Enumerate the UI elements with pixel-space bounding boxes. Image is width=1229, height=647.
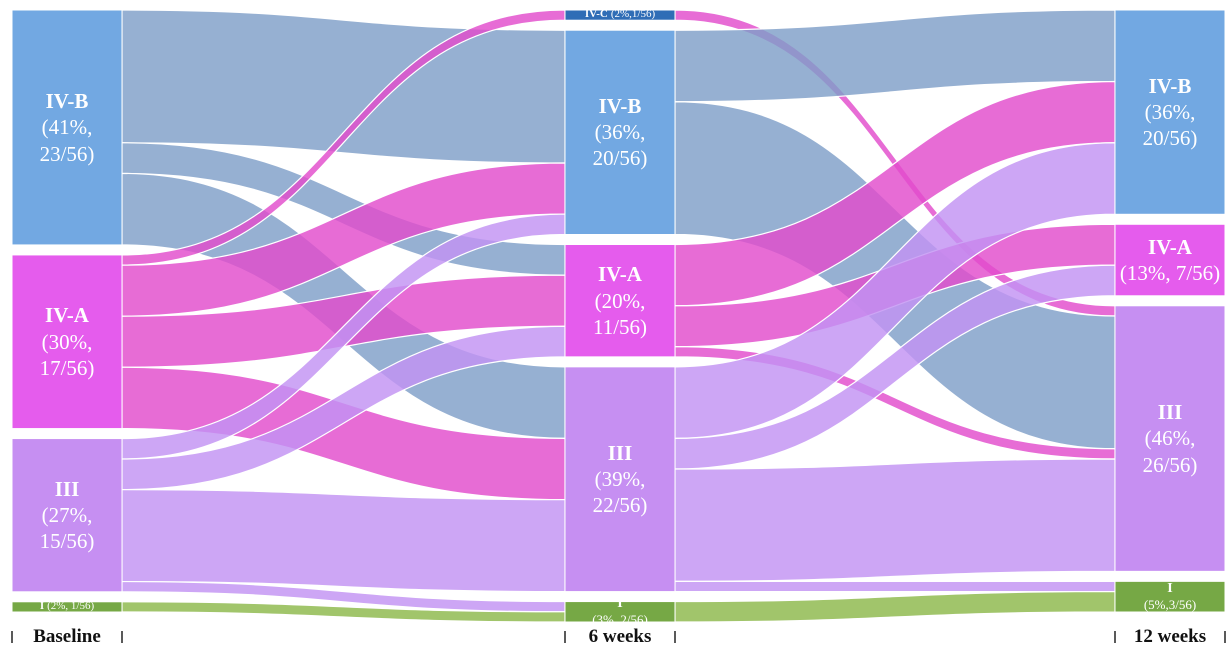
node-name: IV-A xyxy=(1148,234,1192,259)
flow-band xyxy=(674,590,1116,623)
column-label: 12 weeks xyxy=(1133,626,1207,647)
node xyxy=(564,366,676,593)
node-name: IV-C xyxy=(584,8,608,21)
node-detail: (41%, 23/56) xyxy=(39,115,95,166)
node-detail: (27%, 15/56) xyxy=(39,503,95,554)
node-name: I xyxy=(1167,580,1173,596)
node-label: IV-B (41%, 23/56) xyxy=(12,10,122,245)
node-label: IV-A (30%, 17/56) xyxy=(12,255,122,429)
node-name: IV-B xyxy=(45,89,89,114)
flows xyxy=(121,9,1116,623)
node xyxy=(1114,580,1226,613)
node-name: IV-A xyxy=(45,303,89,328)
node-detail: (13%, 7/56) xyxy=(1119,261,1221,286)
node-label: I (2%, 1/56) xyxy=(12,600,122,613)
node xyxy=(11,438,123,593)
node-detail: (3%, 2/56) xyxy=(592,612,648,628)
node-name: IV-B xyxy=(598,93,642,118)
node-label: III (39%, 22/56) xyxy=(565,367,675,592)
node-name: I xyxy=(617,595,623,611)
node xyxy=(11,601,123,613)
node-label: IV-A (20%, 11/56) xyxy=(565,245,675,357)
node xyxy=(564,9,676,21)
node-name: I xyxy=(39,600,45,613)
node xyxy=(11,9,123,246)
node-label: I (5%,3/56) xyxy=(1115,580,1225,613)
node-label: IV-B (36%, 20/56) xyxy=(1115,10,1225,214)
node xyxy=(11,254,123,430)
node-label: IV-C (2%,1/56) xyxy=(565,8,675,21)
node-detail: (20%, 11/56) xyxy=(592,288,648,339)
node xyxy=(564,601,676,623)
node-name: III xyxy=(1157,400,1183,425)
node-name: III xyxy=(54,476,80,501)
node-detail: (36%, 20/56) xyxy=(1142,100,1198,151)
node-name: IV-B xyxy=(1148,73,1192,98)
node-label: III (46%, 26/56) xyxy=(1115,306,1225,572)
node-detail: (46%, 26/56) xyxy=(1142,426,1198,477)
node-detail: (2%, 1/56) xyxy=(47,600,95,613)
node-label: III (27%, 15/56) xyxy=(12,439,122,592)
node xyxy=(564,29,676,236)
node-label: I (3%, 2/56) xyxy=(565,596,675,628)
node-detail: (36%, 20/56) xyxy=(592,120,648,171)
node xyxy=(1114,9,1226,215)
node-label: IV-B (36%, 20/56) xyxy=(565,30,675,234)
node-detail: (2%,1/56) xyxy=(610,8,656,21)
node-label: IV-A (13%, 7/56) xyxy=(1115,224,1225,296)
node xyxy=(564,244,676,358)
node-name: IV-A xyxy=(598,262,642,287)
node-detail: (5%,3/56) xyxy=(1143,597,1197,613)
flow-band xyxy=(674,458,1116,582)
column-label: 6 weeks xyxy=(588,626,652,647)
node xyxy=(1114,223,1226,297)
node-name: III xyxy=(607,440,633,465)
node-detail: (39%, 22/56) xyxy=(592,467,648,518)
flow-band xyxy=(674,580,1116,593)
flow-band xyxy=(121,489,566,593)
node-detail: (30%, 17/56) xyxy=(39,329,95,380)
node xyxy=(1114,305,1226,572)
column-label: Baseline xyxy=(33,626,101,647)
